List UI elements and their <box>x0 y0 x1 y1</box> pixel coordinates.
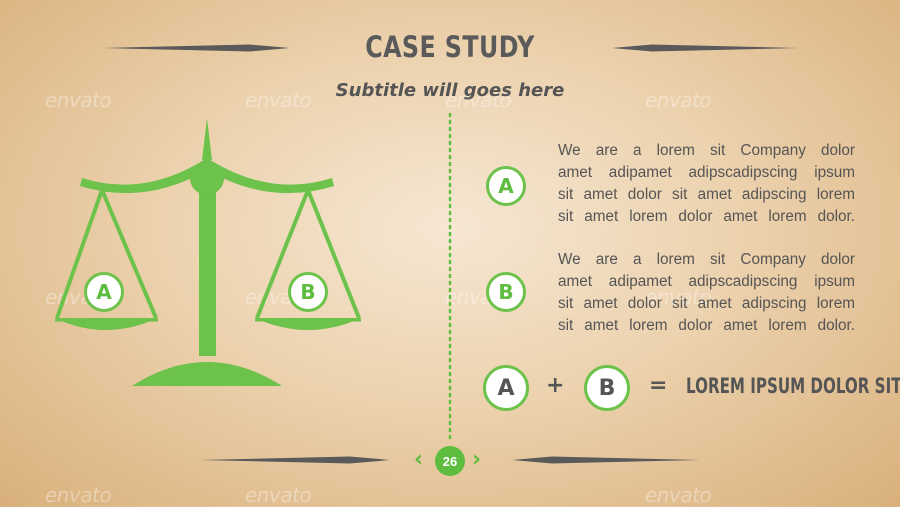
watermark: envato <box>245 483 312 507</box>
watermark: envato <box>445 88 512 112</box>
watermark: envato <box>45 483 112 507</box>
watermark: envato <box>645 285 712 309</box>
equation-b: B <box>584 365 630 411</box>
text-line: sit amet lorem dolor amet lorem dolor. <box>558 317 855 334</box>
chevron-left-icon[interactable]: ‹ <box>414 447 424 472</box>
page-title: CASE STUDY <box>365 30 535 64</box>
text-line: We are a lorem sit Company dolor <box>558 142 855 159</box>
text-line: sit amet dolor sit amet adipscing lorem <box>558 295 855 312</box>
left-pan-label: A <box>84 272 124 312</box>
balance-scale-icon <box>55 118 361 386</box>
plus-sign: + <box>546 373 565 398</box>
watermark: envato <box>245 88 312 112</box>
item-a-text: We are a lorem sit Company dolor amet ad… <box>558 140 855 228</box>
equation-a: A <box>483 365 529 411</box>
watermark: envato <box>45 88 112 112</box>
right-pan-label: B <box>288 272 328 312</box>
text-line: amet adipamet adipscadipscing ipsum <box>558 273 855 290</box>
watermark: envato <box>645 483 712 507</box>
chevron-right-icon[interactable]: › <box>472 447 482 472</box>
pager: ‹ 26 › <box>414 446 488 476</box>
page-subtitle: Subtitle will goes here <box>335 80 565 101</box>
equals-sign: = <box>649 373 668 398</box>
text-line: We are a lorem sit Company dolor <box>558 251 855 268</box>
item-a-marker: A <box>486 166 526 206</box>
item-b-text: We are a lorem sit Company dolor amet ad… <box>558 249 855 337</box>
text-line: sit amet dolor sit amet adipscing lorem <box>558 186 855 203</box>
text-line: sit amet lorem dolor amet lorem dolor. <box>558 208 855 225</box>
page-number: 26 <box>435 446 465 476</box>
equation-result: LOREM IPSUM DOLOR SIT <box>686 374 900 398</box>
watermark: envato <box>645 88 712 112</box>
text-line: amet adipamet adipscadipscing ipsum <box>558 164 855 181</box>
item-b-marker: B <box>486 272 526 312</box>
